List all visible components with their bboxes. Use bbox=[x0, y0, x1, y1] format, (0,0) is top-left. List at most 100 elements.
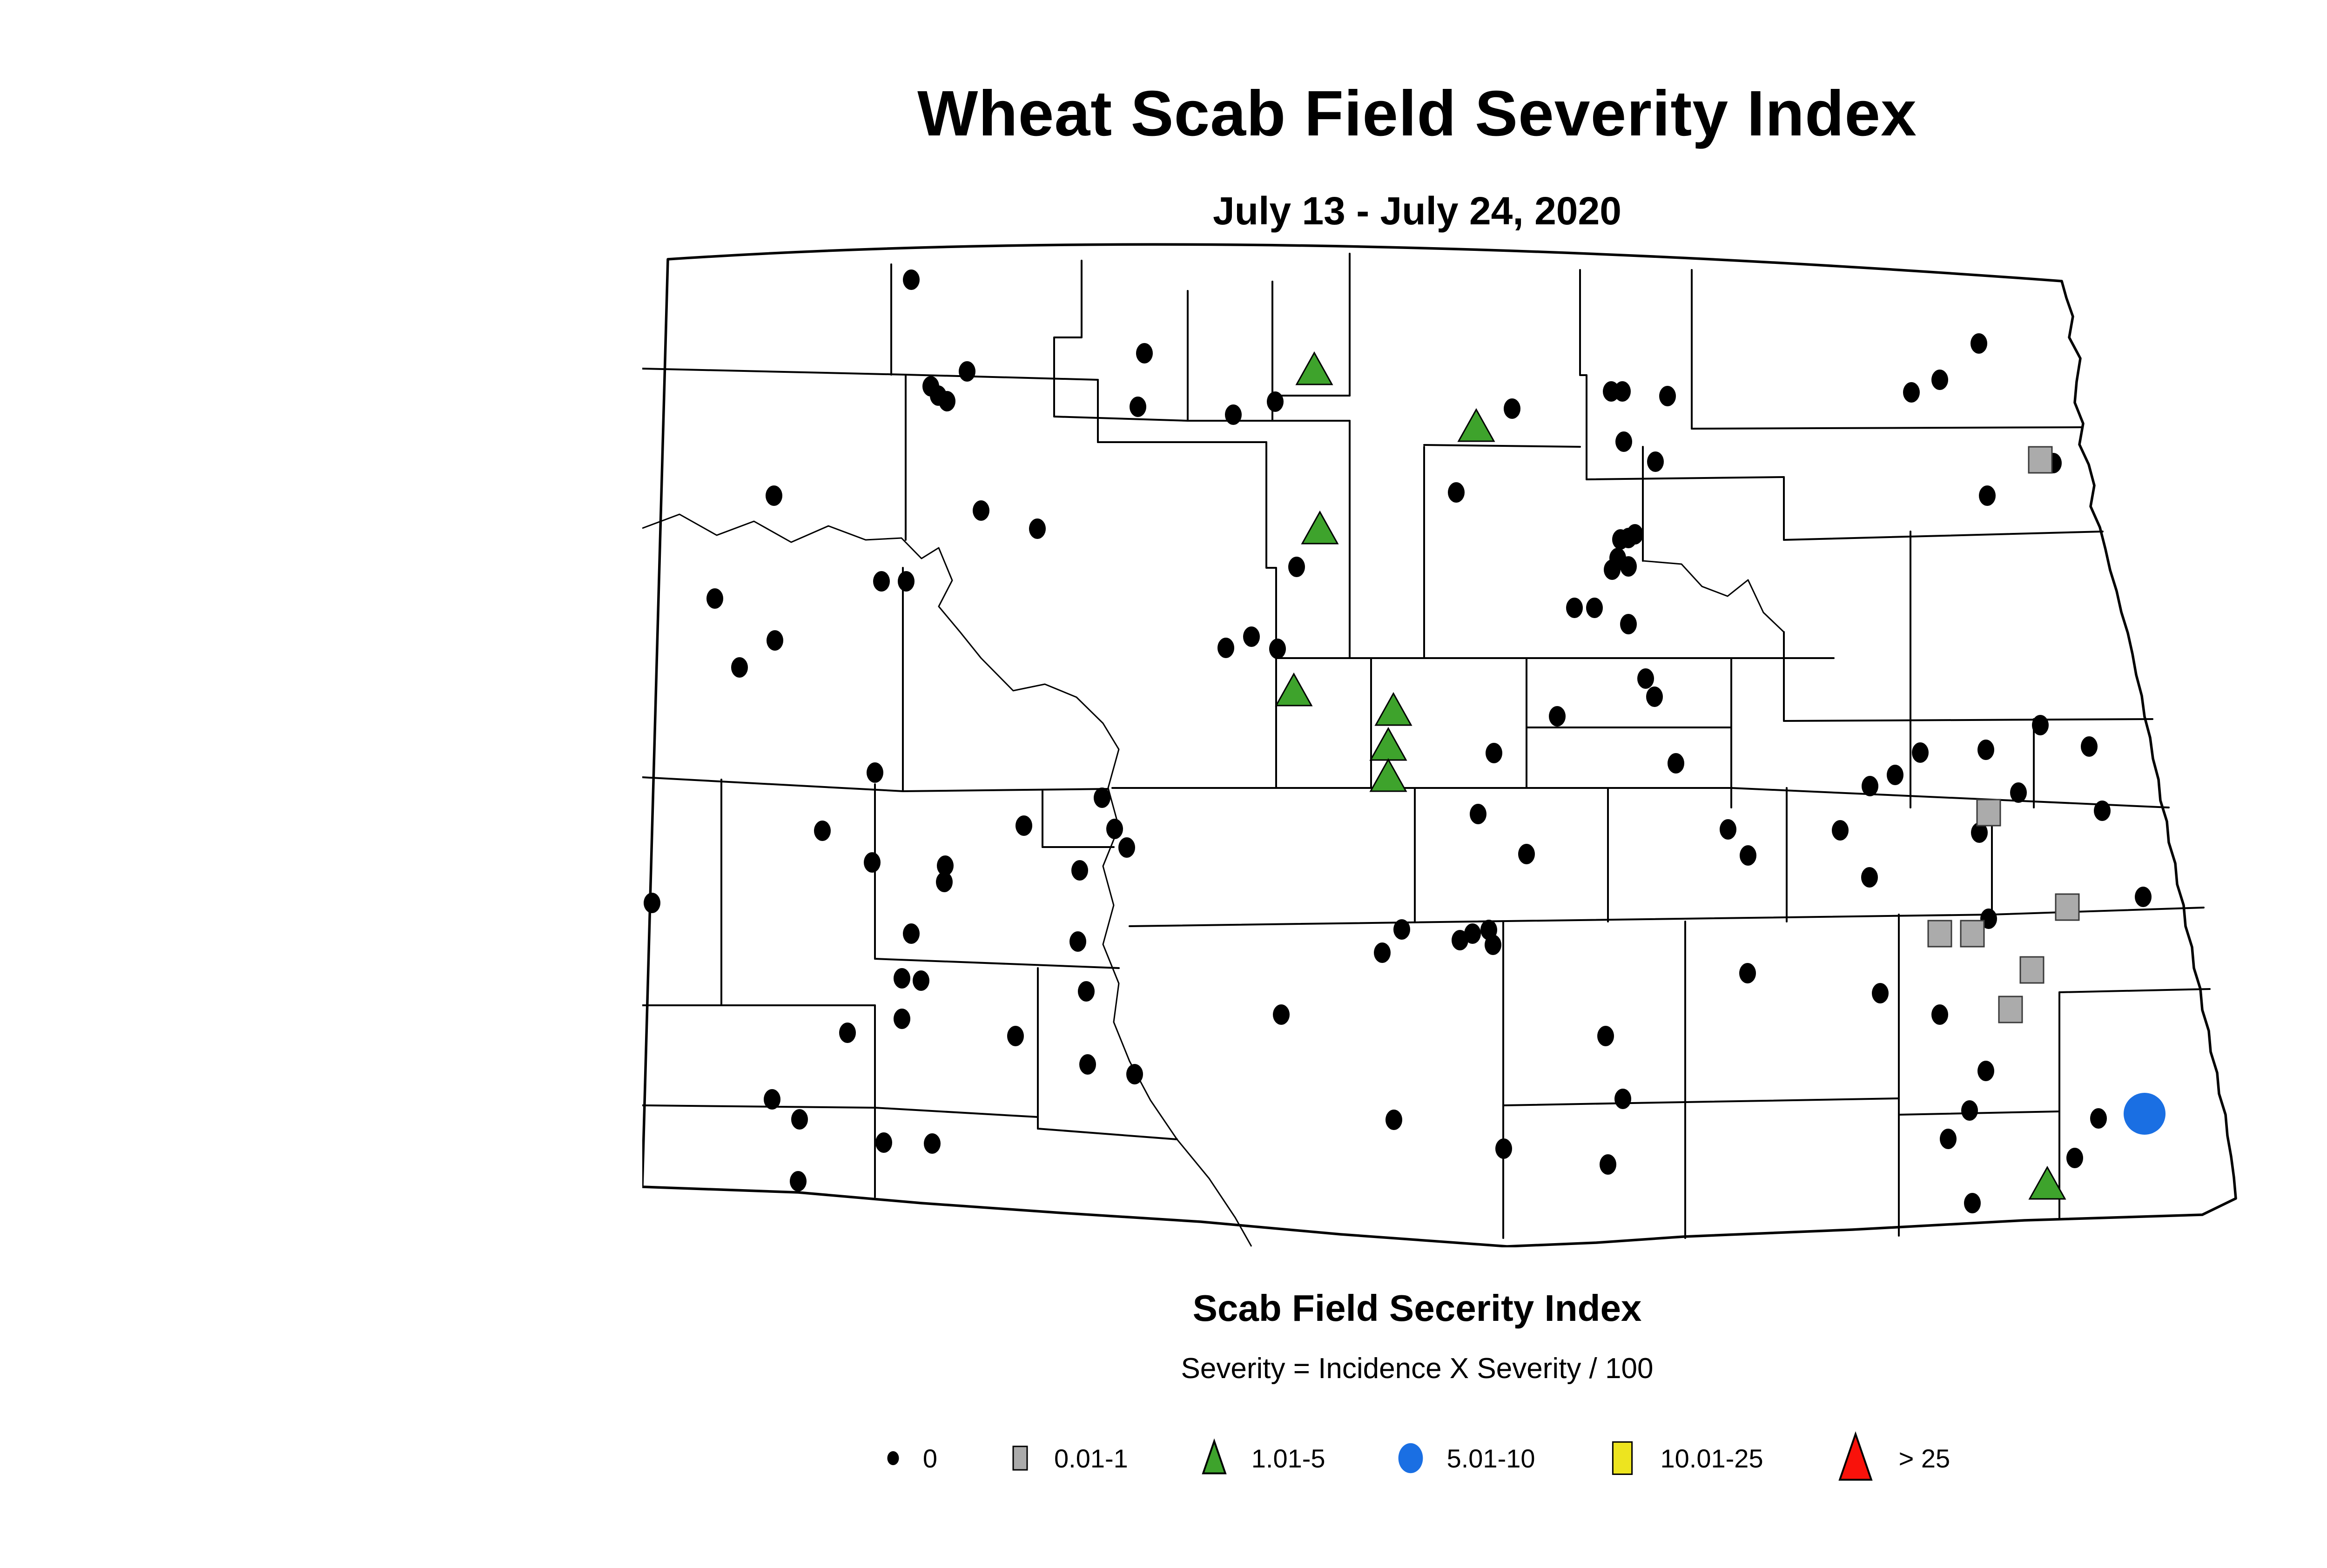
marker-severity-0 bbox=[1016, 815, 1032, 836]
marker-severity-0 bbox=[2090, 1108, 2107, 1129]
legend-icon-triangle-5 bbox=[1838, 1431, 1873, 1481]
map-svg bbox=[642, 243, 2237, 1247]
marker-severity-0 bbox=[1385, 1110, 1402, 1130]
legend-row: 0 0.01-1 1.01-5 5.01-10 10.01-25 > 25 bbox=[0, 1431, 2327, 1485]
marker-severity-0 bbox=[1273, 1004, 1290, 1025]
legend-item-0: 0 bbox=[884, 1443, 937, 1474]
marker-severity-0 bbox=[1637, 668, 1654, 689]
legend-icon-triangle-2 bbox=[1202, 1438, 1227, 1474]
marker-severity-0 bbox=[1130, 397, 1146, 417]
marker-severity-0 bbox=[1566, 598, 1583, 618]
marker-severity-0 bbox=[1612, 529, 1629, 550]
marker-severity-0 bbox=[1872, 983, 1889, 1003]
marker-severity-0 bbox=[1600, 1154, 1616, 1175]
marker-severity-0 bbox=[867, 762, 883, 783]
marker-severity-0 bbox=[1620, 614, 1637, 634]
marker-severity-1.01-5 bbox=[1301, 510, 1339, 545]
marker-severity-0 bbox=[2081, 736, 2098, 757]
marker-severity-0 bbox=[839, 1023, 856, 1043]
marker-severity-0 bbox=[1647, 451, 1664, 472]
marker-severity-0 bbox=[936, 872, 953, 892]
marker-severity-0 bbox=[894, 1009, 910, 1029]
legend-icon-square-4 bbox=[1612, 1441, 1633, 1475]
marker-severity-0 bbox=[1903, 382, 1920, 403]
marker-layer bbox=[644, 269, 2166, 1213]
marker-severity-0 bbox=[1977, 1061, 1994, 1081]
marker-severity-0.01-1 bbox=[1976, 799, 2001, 827]
marker-severity-0 bbox=[1931, 1004, 1948, 1025]
marker-severity-0 bbox=[1452, 930, 1468, 950]
marker-severity-0 bbox=[937, 855, 954, 876]
marker-severity-0 bbox=[731, 657, 748, 678]
marker-severity-0 bbox=[903, 923, 920, 944]
marker-severity-0 bbox=[1964, 1193, 1981, 1213]
legend-label: 0 bbox=[922, 1443, 937, 1473]
marker-severity-0 bbox=[1931, 370, 1948, 390]
marker-severity-0.01-1 bbox=[2028, 446, 2053, 474]
marker-severity-0 bbox=[1094, 787, 1110, 808]
marker-severity-0 bbox=[973, 500, 989, 521]
marker-severity-0 bbox=[1597, 1026, 1614, 1046]
marker-severity-0 bbox=[1078, 981, 1095, 1002]
marker-severity-0 bbox=[1071, 860, 1088, 881]
marker-severity-0 bbox=[766, 485, 782, 506]
marker-severity-0 bbox=[1217, 638, 1234, 658]
legend-label: 1.01-5 bbox=[1251, 1443, 1325, 1473]
marker-severity-0 bbox=[2135, 887, 2152, 907]
marker-severity-1.01-5 bbox=[2028, 1165, 2066, 1200]
marker-severity-0 bbox=[764, 1089, 780, 1110]
marker-severity-0 bbox=[1971, 822, 1988, 843]
marker-severity-0 bbox=[875, 1132, 892, 1153]
marker-severity-0 bbox=[1470, 804, 1486, 824]
marker-severity-0 bbox=[924, 1133, 941, 1154]
page-title: Wheat Scab Field Severity Index bbox=[917, 78, 1917, 149]
marker-severity-0 bbox=[1126, 1064, 1143, 1084]
marker-severity-0 bbox=[1659, 386, 1676, 406]
marker-severity-0 bbox=[1448, 482, 1465, 503]
legend-label: 10.01-25 bbox=[1660, 1443, 1763, 1473]
marker-severity-0 bbox=[1118, 837, 1135, 858]
marker-severity-0.01-1 bbox=[2055, 893, 2080, 921]
marker-severity-0 bbox=[1720, 819, 1736, 840]
legend-item-0-01-1: 0.01-1 bbox=[1007, 1440, 1128, 1476]
devils-lake-boundary bbox=[1642, 560, 1785, 633]
marker-severity-0 bbox=[1861, 867, 1878, 888]
marker-severity-0 bbox=[706, 588, 723, 609]
marker-severity-5.01-10 bbox=[2124, 1093, 2166, 1135]
marker-severity-0.01-1 bbox=[2019, 956, 2045, 984]
marker-severity-0 bbox=[1961, 1100, 1978, 1121]
marker-severity-0 bbox=[1136, 343, 1153, 363]
marker-severity-0 bbox=[1614, 381, 1631, 402]
legend-item-1-01-5: 1.01-5 bbox=[1198, 1437, 1325, 1479]
marker-severity-0 bbox=[1486, 743, 1502, 763]
marker-severity-0.01-1 bbox=[1998, 996, 2023, 1023]
marker-severity-0 bbox=[791, 1109, 808, 1130]
marker-severity-1.01-5 bbox=[1457, 408, 1495, 442]
marker-severity-0 bbox=[814, 821, 831, 841]
marker-severity-0 bbox=[2066, 1148, 2083, 1168]
marker-severity-0 bbox=[1979, 485, 1996, 506]
marker-severity-0 bbox=[1485, 935, 1501, 955]
marker-severity-0 bbox=[1971, 333, 1987, 354]
legend-label: > 25 bbox=[1898, 1443, 1950, 1473]
marker-severity-0 bbox=[873, 571, 890, 592]
marker-severity-0 bbox=[898, 571, 915, 592]
page-subtitle: July 13 - July 24, 2020 bbox=[1213, 189, 1621, 233]
marker-severity-0 bbox=[2032, 715, 2049, 735]
marker-severity-0 bbox=[1269, 639, 1286, 659]
marker-severity-0 bbox=[903, 269, 920, 290]
legend-item-10-01-25: 10.01-25 bbox=[1605, 1436, 1763, 1480]
marker-severity-0 bbox=[1106, 819, 1123, 839]
marker-severity-0 bbox=[1069, 931, 1086, 952]
marker-severity-0 bbox=[1495, 1138, 1512, 1159]
marker-severity-0 bbox=[939, 391, 955, 411]
marker-severity-0 bbox=[2094, 801, 2111, 821]
marker-severity-0 bbox=[1977, 740, 1994, 760]
marker-severity-1.01-5 bbox=[1369, 758, 1407, 792]
legend-label: 5.01-10 bbox=[1446, 1443, 1535, 1473]
state-outline bbox=[642, 243, 2237, 1247]
legend-item--25: > 25 bbox=[1833, 1431, 1950, 1485]
marker-severity-0 bbox=[1604, 559, 1621, 580]
marker-severity-0 bbox=[1243, 626, 1260, 647]
marker-severity-0 bbox=[1504, 398, 1520, 419]
